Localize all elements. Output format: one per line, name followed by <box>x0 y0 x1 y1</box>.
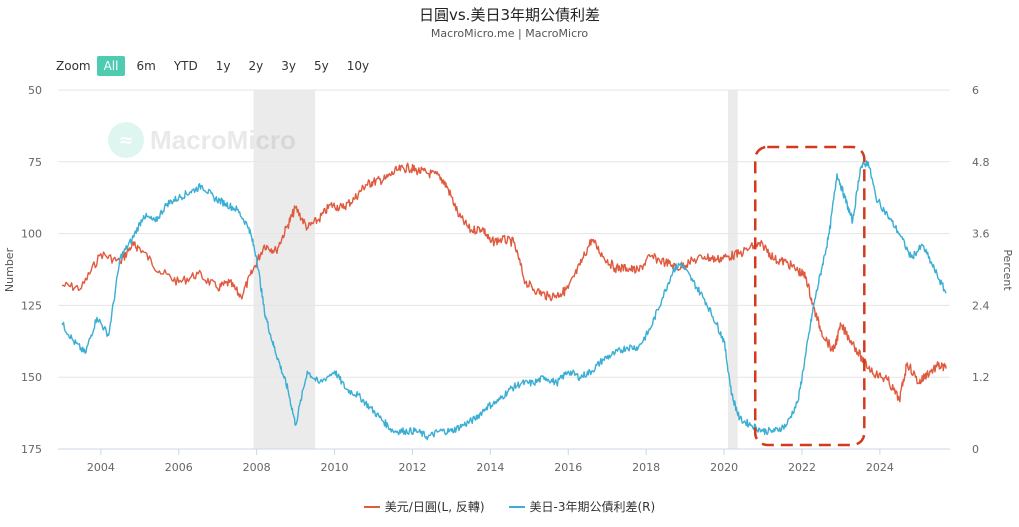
chart-title: 日圓vs.美日3年期公債利差 <box>418 6 600 24</box>
zoom-2y-button[interactable]: 2y <box>248 59 264 73</box>
right-axis-ticks: 0 1.2 2.4 3.6 4.8 6 <box>972 84 990 456</box>
zoom-1y-button[interactable]: 1y <box>215 59 231 73</box>
zoom-5y-button[interactable]: 5y <box>313 59 329 73</box>
x-tick-label: 2010 <box>321 461 349 474</box>
series-lines <box>61 160 947 441</box>
left-tick-label: 125 <box>21 299 42 312</box>
zoom-bar: Zoom All 6m YTD 1y 2y 3y 5y 10y <box>56 55 380 77</box>
legend-item-spread[interactable]: 美日-3年期公債利差(R) <box>508 498 656 515</box>
left-tick-label: 150 <box>21 371 42 384</box>
legend-label-usdjpy: 美元/日圓(L, 反轉) <box>384 500 485 514</box>
zoom-label: Zoom <box>56 59 91 73</box>
legend: 美元/日圓(L, 反轉) 美日-3年期公債利差(R) <box>0 498 1019 515</box>
recession-band <box>253 90 316 449</box>
x-tick-label: 2004 <box>87 461 115 474</box>
usdjpy-line <box>61 162 947 403</box>
x-tick-label: 2008 <box>243 461 271 474</box>
zoom-3y-button[interactable]: 3y <box>281 59 296 73</box>
recession-band <box>727 90 738 449</box>
x-tick-label: 2022 <box>788 461 816 474</box>
x-tick-label: 2012 <box>398 461 426 474</box>
zoom-10y-button[interactable]: 10y <box>346 59 370 73</box>
spread-line <box>61 160 947 441</box>
x-tick-label: 2006 <box>165 461 193 474</box>
zoom-ytd-button[interactable]: YTD <box>173 59 198 73</box>
legend-swatch-spread <box>508 505 525 508</box>
chart-subtitle: MacroMicro.me | MacroMicro <box>430 27 589 40</box>
x-axis-ticks: 2004 2006 2008 2010 2012 2014 2016 2018 2020 2022… <box>58 448 950 474</box>
legend-label-spread: 美日-3年期公債利差(R) <box>529 500 656 514</box>
right-tick-label: 3.6 <box>972 228 990 241</box>
right-tick-label: 1.2 <box>972 371 990 384</box>
x-tick-label: 2024 <box>866 461 894 474</box>
highlight-box <box>753 145 866 447</box>
left-tick-label: 175 <box>21 443 42 456</box>
right-tick-label: 4.8 <box>972 156 990 169</box>
left-axis-title: Number <box>3 247 16 292</box>
x-tick-label: 2014 <box>476 461 504 474</box>
macromicro-logo-icon: ≈ <box>108 122 144 158</box>
left-axis-ticks: 50 75 100 125 150 175 <box>21 84 42 456</box>
recession-bands <box>253 90 738 449</box>
right-tick-label: 0 <box>972 443 979 456</box>
macromicro-watermark: ≈ MacroMicro <box>108 122 296 158</box>
left-tick-label: 50 <box>28 84 42 97</box>
left-tick-label: 75 <box>28 156 42 169</box>
right-tick-label: 6 <box>972 84 979 97</box>
watermark-text: MacroMicro <box>150 124 296 155</box>
legend-item-usdjpy[interactable]: 美元/日圓(L, 反轉) <box>363 498 485 515</box>
right-axis-title: Percent <box>1001 249 1014 291</box>
left-tick-label: 100 <box>21 228 42 241</box>
right-tick-label: 2.4 <box>972 299 990 312</box>
legend-swatch-usdjpy <box>363 505 380 508</box>
x-tick-label: 2018 <box>632 461 660 474</box>
x-tick-label: 2020 <box>710 461 738 474</box>
zoom-6m-button[interactable]: 6m <box>136 59 156 73</box>
x-tick-label: 2016 <box>554 461 582 474</box>
zoom-all-button[interactable]: All <box>96 56 126 76</box>
